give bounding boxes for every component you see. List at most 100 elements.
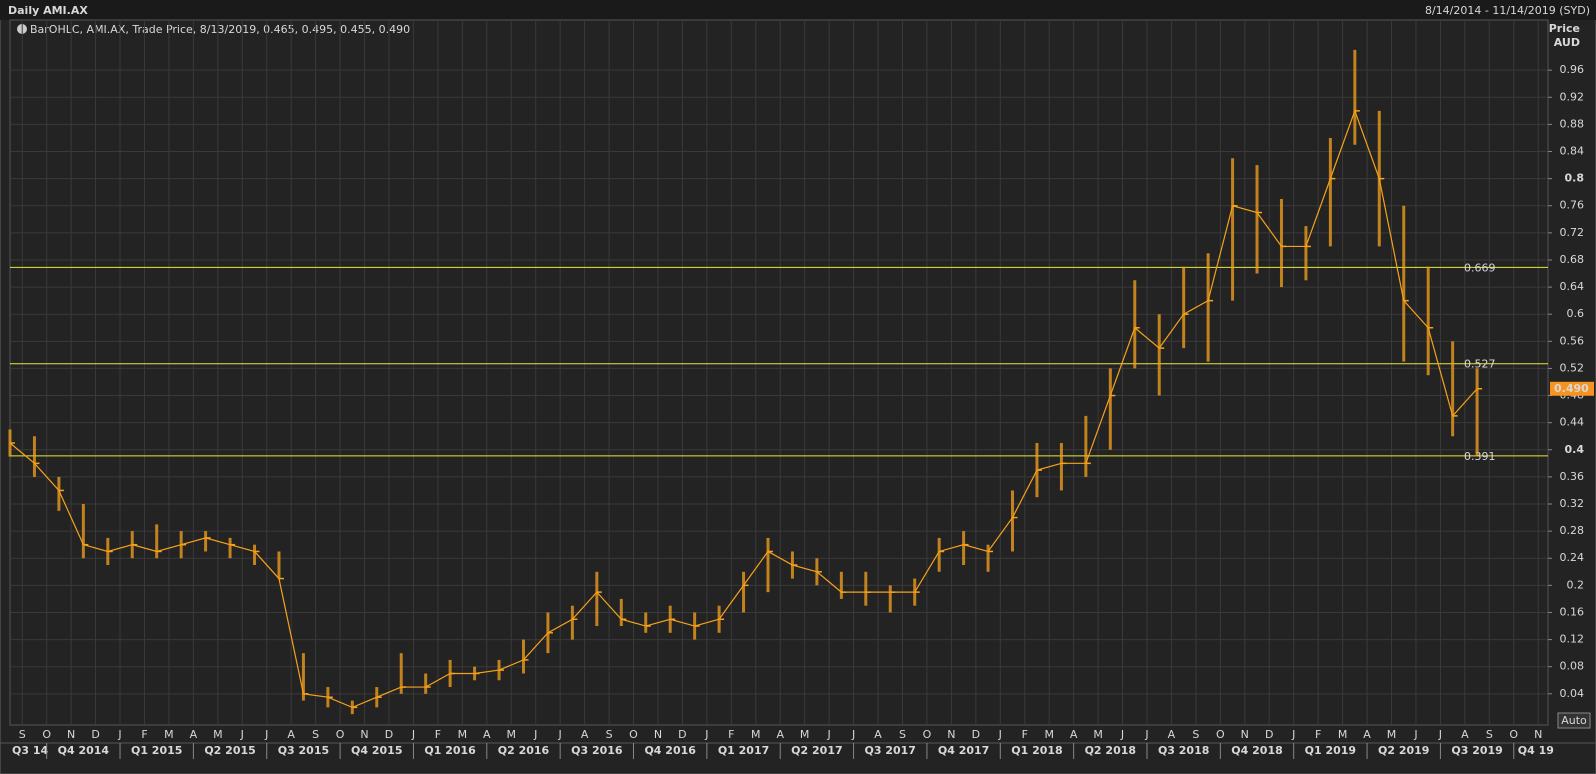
- month-label: N: [67, 728, 75, 741]
- header-bar: [0, 0, 1596, 20]
- y-tick-label: 0.68: [1560, 253, 1585, 266]
- month-label: D: [678, 728, 686, 741]
- y-tick-label: 0.08: [1560, 660, 1585, 673]
- month-label: S: [1486, 728, 1493, 741]
- quarter-label: Q2 2018: [1085, 744, 1136, 757]
- month-label: M: [507, 728, 517, 741]
- y-tick-label: 0.24: [1560, 551, 1585, 564]
- month-label: J: [998, 728, 1002, 741]
- y-tick-label: 0.52: [1560, 361, 1585, 374]
- month-label: D: [972, 728, 980, 741]
- month-label: O: [42, 728, 51, 741]
- quarter-label: Q4 19: [1518, 744, 1554, 757]
- month-label: A: [1461, 728, 1469, 741]
- month-label: J: [1291, 728, 1295, 741]
- close-line: [9, 109, 1478, 709]
- month-label: F: [728, 728, 734, 741]
- month-label: J: [1120, 728, 1124, 741]
- level-label: 0.669: [1464, 261, 1496, 274]
- month-label: O: [1216, 728, 1225, 741]
- month-label: J: [1413, 728, 1417, 741]
- month-label: J: [704, 728, 708, 741]
- level-label: 0.527: [1464, 358, 1496, 371]
- y-tick-label: 0.8: [1565, 172, 1585, 185]
- y-axis-unit: AUD: [1554, 36, 1580, 49]
- y-tick-label: 0.36: [1560, 470, 1585, 483]
- quarter-label: Q3 2016: [571, 744, 623, 757]
- month-label: F: [1022, 728, 1028, 741]
- month-label: D: [1265, 728, 1273, 741]
- month-label: M: [1338, 728, 1348, 741]
- quarter-label: Q1 2019: [1305, 744, 1356, 757]
- month-label: N: [1534, 728, 1542, 741]
- month-label: D: [91, 728, 99, 741]
- month-label: J: [1438, 728, 1442, 741]
- y-tick-label: 0.88: [1560, 117, 1585, 130]
- y-tick-label: 0.04: [1560, 687, 1585, 700]
- last-price-label: 0.490: [1554, 382, 1589, 395]
- month-label: A: [874, 728, 882, 741]
- y-tick-label: 0.2: [1567, 578, 1585, 591]
- auto-button[interactable]: [1557, 712, 1591, 729]
- month-label: F: [141, 728, 147, 741]
- quarter-label: Q1 2016: [424, 744, 476, 757]
- month-label: O: [1509, 728, 1518, 741]
- month-label: A: [1070, 728, 1078, 741]
- quarter-label: Q4 2016: [644, 744, 696, 757]
- quarter-label: Q1 2015: [131, 744, 182, 757]
- last-price-box: [1550, 381, 1594, 396]
- y-tick-label: 0.76: [1560, 199, 1585, 212]
- month-label: J: [558, 728, 562, 741]
- month-label: A: [287, 728, 295, 741]
- month-label: O: [923, 728, 932, 741]
- month-label: F: [435, 728, 441, 741]
- y-tick-label: 0.12: [1560, 633, 1585, 646]
- month-label: A: [1168, 728, 1176, 741]
- chart-title: Daily AMI.AX: [8, 4, 88, 17]
- month-label: J: [411, 728, 415, 741]
- month-label: A: [776, 728, 784, 741]
- month-label: A: [1363, 728, 1371, 741]
- month-label: D: [385, 728, 393, 741]
- month-label: S: [1192, 728, 1199, 741]
- legend-text: BarOHLC, AMI.AX, Trade Price, 8/13/2019,…: [30, 23, 410, 36]
- month-label: M: [800, 728, 810, 741]
- month-label: J: [533, 728, 537, 741]
- quarter-label: Q1 2017: [718, 744, 769, 757]
- quarter-label: Q2 2017: [791, 744, 842, 757]
- quarter-label: Q4 2018: [1231, 744, 1282, 757]
- month-label: J: [1144, 728, 1148, 741]
- quarter-label: Q3 2017: [865, 744, 916, 757]
- quarter-label: Q3 2018: [1158, 744, 1209, 757]
- month-label: N: [654, 728, 662, 741]
- quarter-label: Q3 14: [12, 744, 48, 757]
- quarter-label: Q4 2014: [58, 744, 110, 757]
- y-axis-title: Price: [1549, 22, 1580, 35]
- month-label: M: [164, 728, 174, 741]
- y-tick-label: 0.96: [1560, 63, 1585, 76]
- y-tick-label: 0.92: [1560, 90, 1585, 103]
- month-label: M: [1044, 728, 1054, 741]
- quarter-label: Q2 2019: [1378, 744, 1429, 757]
- y-tick-label: 0.32: [1560, 497, 1585, 510]
- month-label: M: [751, 728, 761, 741]
- y-tick-label: 0.28: [1560, 524, 1585, 537]
- month-label: A: [581, 728, 589, 741]
- month-label: J: [851, 728, 855, 741]
- y-tick-label: 0.84: [1560, 145, 1585, 158]
- month-label: S: [19, 728, 26, 741]
- month-label: F: [1315, 728, 1321, 741]
- month-label: S: [312, 728, 319, 741]
- month-label: O: [629, 728, 638, 741]
- month-label: J: [240, 728, 244, 741]
- month-label: J: [117, 728, 121, 741]
- month-label: M: [213, 728, 223, 741]
- quarter-label: Q2 2015: [204, 744, 255, 757]
- month-label: M: [1387, 728, 1397, 741]
- y-tick-label: 0.72: [1560, 226, 1585, 239]
- y-tick-label: 0.56: [1560, 334, 1585, 347]
- auto-button-label[interactable]: Auto: [1561, 714, 1587, 727]
- quarter-label: Q3 2019: [1451, 744, 1502, 757]
